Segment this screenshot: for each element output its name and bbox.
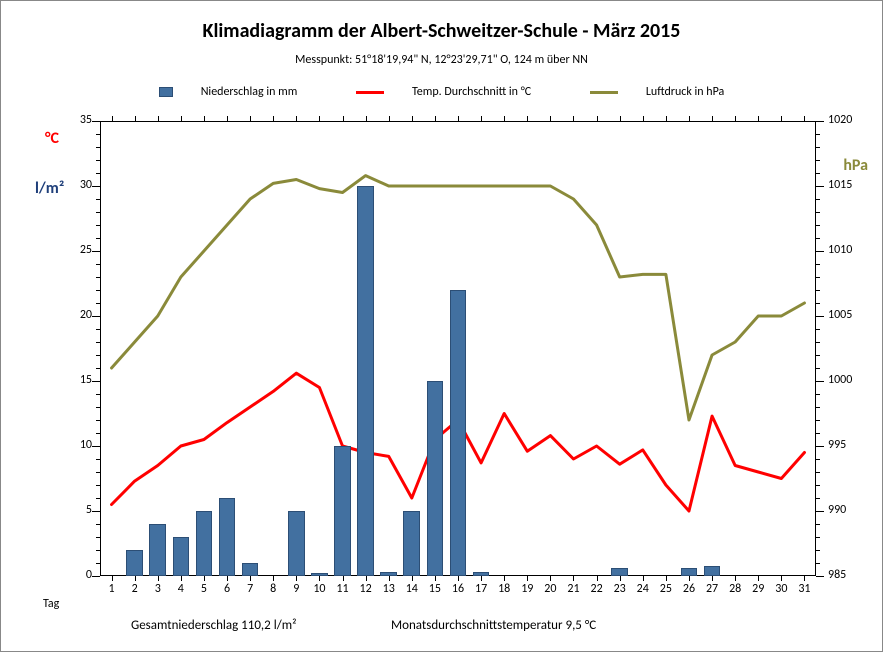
bar-day-12: [357, 186, 374, 576]
legend-pressure: Luftdruck in hPa: [576, 85, 738, 99]
bar-day-15: [427, 381, 444, 576]
bar-swatch-icon: [159, 87, 173, 97]
bar-day-26: [681, 568, 698, 576]
chart-subtitle: Messpunkt: 51°18'19,94" N, 12°23'29,71" …: [1, 43, 882, 67]
legend-temp: Temp. Durchschnitt in °C: [342, 85, 545, 99]
climate-chart: Klimadiagramm der Albert-Schweitzer-Schu…: [0, 0, 883, 652]
bar-day-4: [173, 537, 190, 576]
left-axis-label-celsius: °C: [45, 129, 59, 148]
bar-day-10: [311, 573, 328, 576]
x-axis-label-tag: Tag: [43, 597, 59, 611]
bar-day-11: [334, 446, 351, 576]
bar-day-27: [704, 566, 721, 576]
bar-day-7: [242, 563, 259, 576]
footer-temp: Monatsdurchschnittstemperatur 9,5 °C: [391, 618, 596, 633]
bar-day-23: [611, 568, 628, 576]
bar-day-6: [219, 498, 236, 576]
left-axis-label-lm2: l/m²: [35, 179, 64, 198]
olive-line-swatch-icon: [590, 91, 618, 94]
legend-bar: Niederschlag in mm: [145, 85, 312, 99]
bar-day-3: [149, 524, 166, 576]
bar-day-9: [288, 511, 305, 576]
bar-day-5: [196, 511, 213, 576]
plot-area: 0510152025303598599099510001005101010151…: [100, 121, 816, 576]
legend-temp-label: Temp. Durchschnitt in °C: [412, 85, 531, 99]
bar-day-16: [450, 290, 467, 576]
legend-bar-label: Niederschlag in mm: [201, 85, 298, 99]
bar-day-2: [126, 550, 143, 576]
footer-precip: Gesamtniederschlag 110,2 l/m²: [131, 618, 296, 633]
bar-day-14: [403, 511, 420, 576]
bar-day-17: [473, 572, 490, 576]
chart-legend: Niederschlag in mm Temp. Durchschnitt in…: [1, 67, 882, 99]
chart-title: Klimadiagramm der Albert-Schweitzer-Schu…: [1, 1, 882, 43]
bar-day-13: [380, 572, 397, 576]
right-axis-label-hpa: hPa: [843, 156, 868, 175]
legend-pressure-label: Luftdruck in hPa: [646, 85, 724, 99]
red-line-swatch-icon: [356, 91, 384, 94]
